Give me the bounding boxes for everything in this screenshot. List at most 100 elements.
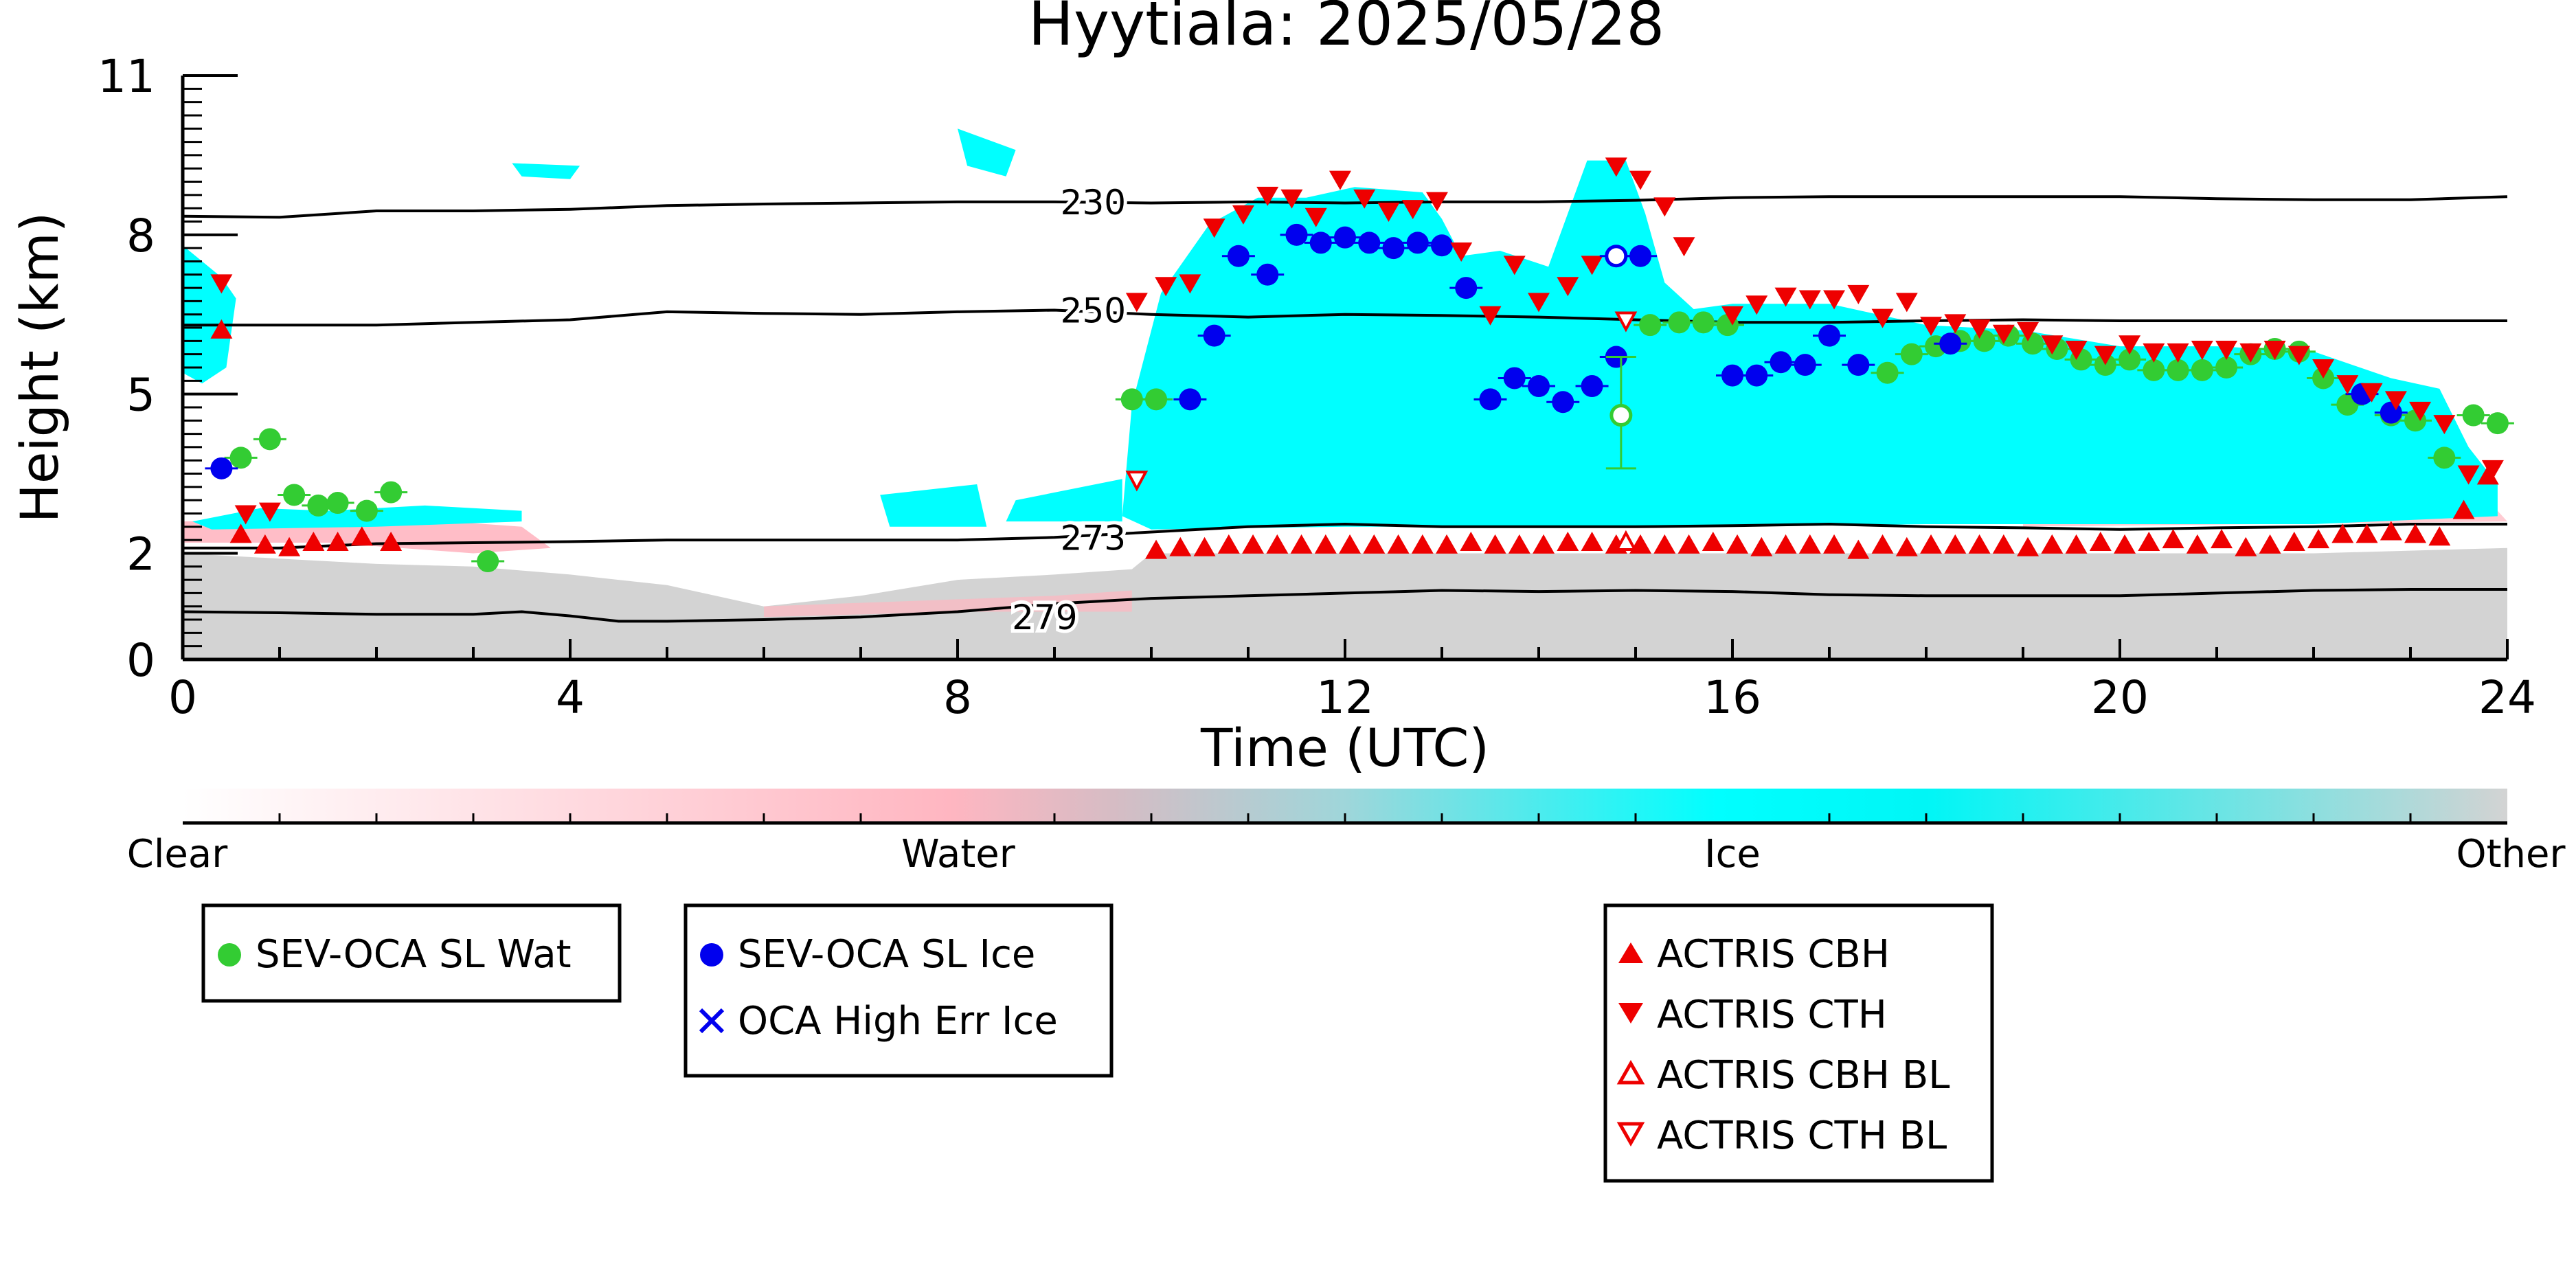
sev-oca-sl-wat-point — [283, 484, 306, 506]
sev-oca-sl-ice-point — [1629, 245, 1652, 267]
actris-cbh-point — [1169, 536, 1192, 556]
legend-cbhbl-marker — [1616, 1059, 1645, 1085]
actris-cbh-point — [1677, 534, 1700, 554]
actris-cbh-point — [1290, 534, 1313, 554]
actris-cth-point — [2094, 346, 2116, 365]
actris-cbh-point — [1533, 534, 1555, 554]
sev-oca-sl-ice-point — [1203, 324, 1225, 347]
sev-oca-sl-wat-point — [1145, 388, 1168, 411]
actris-cbh-point — [2017, 536, 2040, 556]
isotherm-line-273 — [183, 522, 2507, 550]
sev-oca-sl-wat-point — [2191, 359, 2213, 381]
x-tick-label: 8 — [943, 671, 972, 724]
data-markers — [205, 157, 2514, 573]
bg-other-region — [183, 547, 2507, 659]
actris-cbh-point — [2307, 529, 2330, 549]
actris-cth-point — [1673, 237, 1695, 257]
actris-cth-point — [1377, 203, 1400, 223]
actris-cbh-bl-point — [1614, 530, 1638, 551]
sev-oca-sl-ice-point — [1528, 375, 1550, 398]
actris-cbh-point — [2138, 532, 2160, 551]
actris-cth-point — [1304, 207, 1327, 227]
isotherm-line-230 — [182, 195, 2508, 219]
actris-cth-point — [2041, 335, 2064, 355]
actris-cth-point — [1557, 277, 1579, 297]
sev-oca-sl-wat-point — [1639, 314, 1662, 337]
sev-oca-sl-ice-point — [1745, 364, 1768, 387]
sev-oca-sl-ice-point — [1479, 388, 1502, 411]
actris-cth-point — [2409, 401, 2432, 421]
actris-cbh-point — [1411, 534, 1434, 554]
legend-cth-label: ACTRIS CTH — [1657, 993, 1887, 1037]
isotherm-label-230: 230 — [1061, 183, 1126, 223]
legend-cth-marker — [1618, 1003, 1643, 1024]
x-axis-label: Time (UTC) — [1200, 717, 1489, 778]
actris-cbh-point — [1847, 539, 1870, 559]
actris-cbh-point — [1653, 534, 1676, 554]
sev-oca-sl-ice-point — [1382, 237, 1405, 260]
actris-cth-point — [1232, 205, 1254, 225]
actris-cbh-point — [326, 532, 349, 551]
actris-cth-point — [2263, 340, 2286, 360]
cloud-classification-field — [183, 128, 2507, 659]
sev-oca-sl-ice-point — [1939, 332, 1962, 355]
actris-cbh-point — [229, 523, 252, 543]
isotherm-line-250 — [183, 308, 2507, 327]
sev-oca-sl-ice-point — [1770, 351, 1792, 374]
sev-oca-sl-wat-point — [1900, 343, 1923, 365]
colorbar-ticks — [278, 813, 2412, 823]
legend-ice-frame — [683, 903, 1114, 1078]
colorbar-label-ice: Ice — [1704, 832, 1761, 877]
sev-oca-sl-wat-point — [326, 492, 349, 515]
legend-cbh-marker — [1618, 942, 1643, 963]
actris-cth-point — [2457, 465, 2480, 485]
actris-cth-point — [2481, 460, 2504, 479]
sev-oca-sl-ice-point — [1503, 367, 1526, 389]
plot-axes: 0 4 8 12 16 20 24 0 2 5 8 11 — [98, 50, 2536, 724]
actris-cbh-point — [210, 319, 233, 339]
sev-oca-sl-wat-point — [2143, 359, 2165, 381]
sev-oca-sl-wat-point — [1668, 311, 1691, 334]
actris-cth-point — [1353, 189, 1376, 209]
actris-cth-point — [1798, 290, 1821, 310]
legend-ice-label: SEV-OCA SL Ice — [738, 932, 1035, 977]
colorbar-label-water: Water — [901, 832, 1016, 877]
actris-cbh-point — [253, 534, 276, 554]
sev-oca-sl-ice-point — [1179, 388, 1201, 411]
sev-oca-sl-ice-point — [1309, 231, 1332, 254]
actris-cth-point — [1895, 293, 1918, 313]
x-tick-label: 0 — [168, 671, 197, 724]
sev-oca-sl-wat-point — [2433, 447, 2456, 469]
sev-oca-sl-wat-point — [229, 447, 252, 469]
sev-oca-sl-ice-point — [1285, 223, 1308, 246]
actris-cth-point — [1503, 256, 1526, 275]
actris-cth-point — [2287, 346, 2310, 365]
actris-cth-point — [1653, 197, 1676, 217]
actris-cth-point — [2384, 391, 2407, 411]
x-tick-label: 12 — [1316, 671, 1374, 724]
chart-title: Hyytiala: 2025/05/28 — [1028, 0, 1664, 59]
sev-oca-sl-wat-point — [1120, 388, 1143, 411]
actris-cbh-point — [2235, 536, 2257, 556]
sev-oca-sl-wat-point — [2462, 404, 2485, 427]
open-marker-point-0 — [1605, 245, 1628, 268]
actris-cth-bl-point — [1125, 471, 1149, 492]
open-marker-point-1 — [1609, 404, 1633, 427]
actris-cbh-point — [1460, 532, 1482, 551]
legend-water-label: SEV-OCA SL Wat — [256, 932, 572, 977]
actris-cth-point — [1179, 274, 1201, 294]
actris-cth-point — [2336, 375, 2359, 395]
sev-oca-sl-wat-point — [2486, 412, 2509, 435]
sev-oca-sl-ice-point — [210, 457, 233, 479]
actris-cth-point — [1155, 277, 1177, 297]
x-tick-label: 16 — [1704, 671, 1761, 724]
actris-cbh-point — [1557, 532, 1579, 551]
isotherm-line-279 — [182, 588, 2507, 623]
actris-cbh-point — [278, 536, 301, 556]
sev-oca-sl-ice-point — [1581, 375, 1603, 398]
actris-cth-point — [2360, 383, 2383, 403]
sev-oca-sl-ice-point — [1818, 324, 1840, 347]
actris-cth-point — [2215, 340, 2238, 360]
actris-cbh-point — [380, 532, 403, 551]
